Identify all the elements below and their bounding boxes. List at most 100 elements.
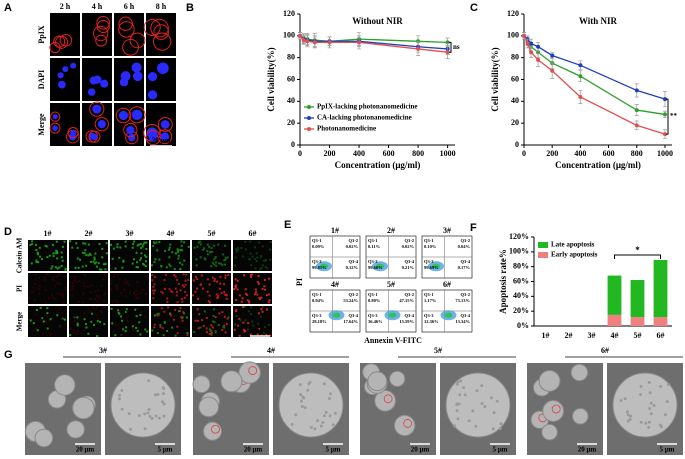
marker bbox=[301, 38, 306, 43]
cell-dot bbox=[163, 310, 166, 313]
cell-dot bbox=[33, 334, 36, 337]
cell-dot bbox=[129, 291, 132, 294]
cell-dot bbox=[136, 307, 139, 310]
nucleus bbox=[62, 66, 69, 73]
cell-dot bbox=[152, 297, 155, 300]
cell-dot bbox=[131, 325, 134, 328]
cell-dot bbox=[96, 335, 99, 337]
cell-dot bbox=[172, 318, 175, 321]
cell-dot bbox=[58, 293, 61, 296]
cell bbox=[34, 428, 54, 448]
cell-dot bbox=[221, 328, 224, 331]
cell-dot bbox=[257, 282, 260, 285]
surface-bump bbox=[623, 397, 627, 401]
cell-dot bbox=[38, 292, 41, 295]
cell-dot bbox=[28, 318, 31, 321]
cell-dot bbox=[137, 243, 140, 246]
surface-bump bbox=[629, 414, 633, 418]
cell-dot bbox=[84, 242, 87, 245]
cell-dot bbox=[44, 326, 47, 329]
cell-dot bbox=[57, 273, 60, 276]
cell-dot bbox=[47, 331, 50, 334]
cell-dot bbox=[260, 296, 263, 299]
quadrant-name: Q3-4 bbox=[349, 259, 359, 264]
cell-dot bbox=[223, 315, 226, 318]
cell-dot bbox=[69, 327, 72, 330]
cell-dot bbox=[205, 316, 208, 319]
surface-bump bbox=[639, 384, 643, 388]
cell-dot bbox=[161, 307, 164, 310]
panel-letter: C bbox=[470, 2, 478, 14]
cell-dot bbox=[200, 274, 203, 277]
bar-segment bbox=[607, 314, 622, 326]
surface-bump bbox=[498, 426, 502, 430]
cell-dot bbox=[243, 306, 246, 309]
significance-bracket bbox=[614, 254, 661, 259]
quadrant-value: 0.04% bbox=[458, 244, 471, 249]
cell-dot bbox=[157, 313, 160, 316]
cell-dot bbox=[169, 313, 172, 316]
cell-dot bbox=[133, 292, 136, 295]
cell-dot bbox=[136, 244, 139, 247]
cell-dot bbox=[237, 324, 240, 327]
x-tick-label: 600 bbox=[603, 149, 615, 158]
cell-dot bbox=[77, 266, 80, 269]
cell-dot bbox=[63, 318, 66, 321]
cell-ring bbox=[89, 101, 105, 117]
cell-dot bbox=[152, 285, 155, 288]
cell-dot bbox=[56, 257, 59, 260]
quadrant-value: 0.80% bbox=[368, 298, 381, 303]
cell-dot bbox=[178, 261, 181, 264]
cell-dot bbox=[124, 245, 127, 248]
cell-dot bbox=[224, 331, 227, 334]
cell-dot bbox=[95, 332, 98, 335]
chart-title: With NIR bbox=[579, 16, 618, 26]
surface-bump bbox=[147, 407, 151, 411]
marker bbox=[578, 74, 583, 79]
cell-dot bbox=[73, 279, 76, 282]
cell-dot bbox=[46, 327, 49, 330]
cell-dot bbox=[39, 255, 42, 258]
cell-dot bbox=[64, 323, 67, 326]
surface-bump bbox=[147, 379, 151, 383]
cell-dot bbox=[227, 316, 230, 319]
cell-dot bbox=[74, 320, 77, 323]
cell-dot bbox=[32, 286, 35, 289]
legend-marker bbox=[307, 116, 311, 120]
cell-dot bbox=[153, 261, 156, 264]
cell-ring bbox=[118, 16, 133, 31]
cell-dot bbox=[265, 333, 268, 336]
cell-dot bbox=[153, 289, 156, 292]
cell-dot bbox=[83, 318, 86, 321]
nucleus bbox=[148, 132, 158, 143]
cell-dot bbox=[154, 275, 157, 278]
surface-bump bbox=[471, 409, 475, 413]
cell-dot bbox=[176, 251, 179, 254]
cell-dot bbox=[213, 244, 216, 247]
cell-dot bbox=[79, 332, 82, 335]
cell-dot bbox=[196, 245, 199, 248]
cell-dot bbox=[237, 246, 240, 249]
cell-dot bbox=[76, 319, 79, 322]
x-tick-label: 200 bbox=[324, 149, 336, 158]
cell-dot bbox=[182, 273, 185, 276]
cell-dot bbox=[263, 285, 266, 288]
surface-bump bbox=[322, 382, 326, 386]
marker bbox=[529, 41, 534, 46]
surface-bump bbox=[463, 393, 467, 397]
cell-dot bbox=[153, 283, 156, 286]
cell-dot bbox=[222, 325, 225, 328]
cell-dot bbox=[76, 246, 79, 249]
cell-dot bbox=[56, 292, 59, 295]
cell-ring bbox=[96, 15, 110, 30]
cell-dot bbox=[209, 250, 212, 253]
cell-dot bbox=[89, 253, 92, 256]
cell-dot bbox=[258, 298, 261, 301]
cell-dot bbox=[181, 249, 184, 252]
cell-dot bbox=[236, 279, 239, 282]
cell-dot bbox=[259, 315, 262, 318]
x-tick-label: 5# bbox=[634, 331, 642, 340]
marker bbox=[578, 94, 583, 99]
cell-dot bbox=[164, 249, 167, 252]
scale-label: 5 μm bbox=[659, 446, 674, 454]
